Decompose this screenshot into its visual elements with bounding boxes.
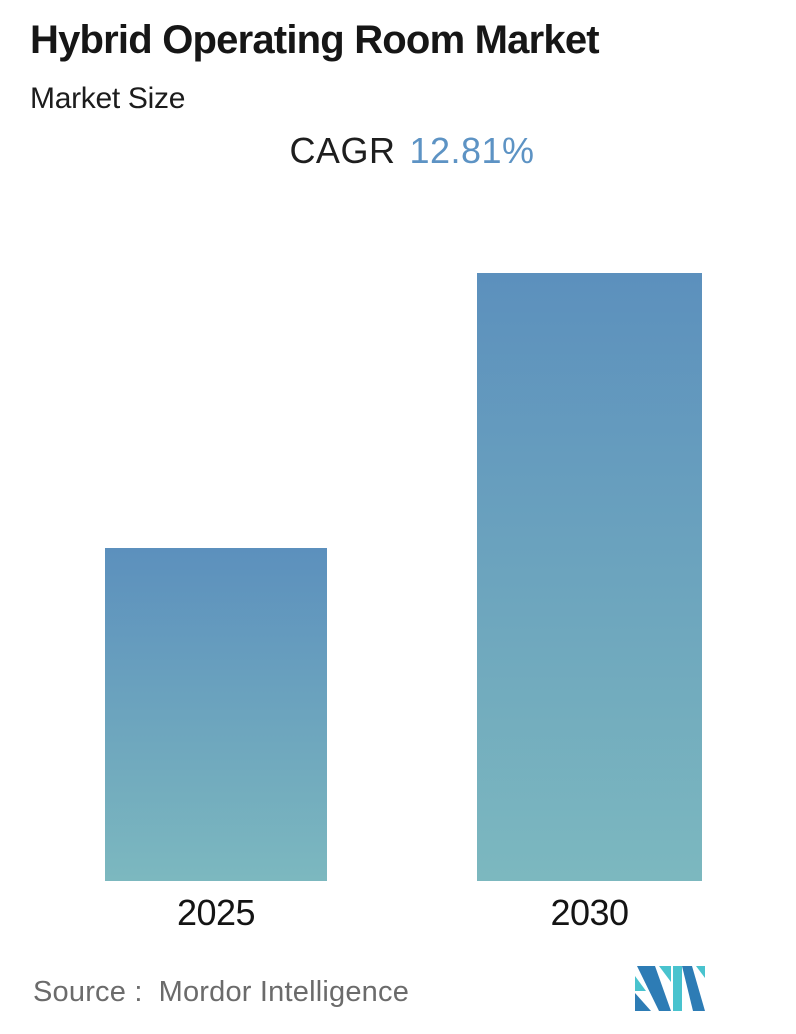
source-name: Mordor Intelligence [158, 976, 410, 1008]
bar-2025 [105, 548, 327, 881]
logo-shape-teal-wedge-topright [659, 966, 671, 982]
logo-shape-teal-wedge-left [635, 976, 646, 991]
chart-subtitle: Market Size [30, 82, 186, 115]
bar-2030 [477, 273, 702, 881]
logo-shape-blue-diagonal-right [682, 966, 705, 1011]
mordor-intelligence-logo [635, 966, 705, 1011]
logo-shape-blue-diagonal-left [637, 966, 671, 1011]
logo-shape-teal-wedge-farright [696, 966, 705, 978]
x-axis-label-2030: 2030 [550, 892, 629, 933]
source-attribution: Source : Mordor Intelligence [33, 976, 409, 1009]
cagr-label: CAGR [289, 130, 396, 171]
logo-shape-blue-corner-bottomleft [635, 993, 651, 1011]
source-label: Source : [33, 976, 143, 1008]
x-axis-label-2025: 2025 [176, 892, 256, 933]
page-title: Hybrid Operating Room Market [30, 18, 600, 62]
cagr-value: 12.81% [409, 130, 535, 171]
logo-shape-teal-bar-right [673, 966, 682, 1011]
cagr-row: CAGR 12.81% [14, 130, 796, 172]
